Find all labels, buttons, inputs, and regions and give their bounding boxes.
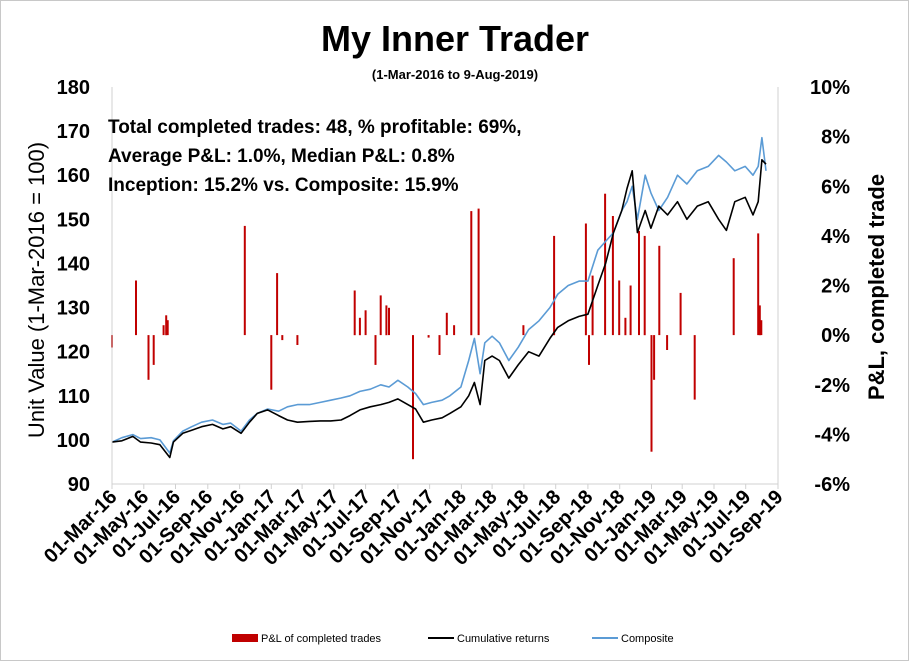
pnl-bar-19 <box>412 335 414 460</box>
y-right-tick-label: -4% <box>814 424 850 446</box>
y-left-tick-label: 90 <box>68 474 90 496</box>
series-line-cumulative-returns <box>111 159 767 459</box>
axes <box>111 87 779 485</box>
pnl-bar-6 <box>166 320 169 336</box>
y-right-tick-label: 4% <box>821 226 850 248</box>
y-left-axis-label: Unit Value (1-Mar-2016 = 100) <box>24 142 49 438</box>
pnl-bar-17 <box>385 305 388 336</box>
pnl-bar-33 <box>618 280 621 336</box>
pnl-bar-8 <box>270 335 273 390</box>
pnl-bar-24 <box>470 211 473 336</box>
y-right-tick-label: -2% <box>814 375 850 397</box>
pnl-bar-11 <box>296 335 299 345</box>
y-left-tick-label: 130 <box>57 298 90 320</box>
y-right-tick-label: 6% <box>821 176 850 198</box>
annotation-line-2: Average P&L: 1.0%, Median P&L: 0.8% <box>108 146 455 167</box>
y-right-tick-label: 0% <box>821 325 850 347</box>
pnl-bar-36 <box>638 230 640 336</box>
y-left-tick-label: 160 <box>57 165 90 187</box>
pnl-bar-14 <box>364 310 367 336</box>
y-left-tick-label: 140 <box>57 253 90 275</box>
pnl-bar-7 <box>243 225 246 336</box>
pnl-bar-23 <box>453 325 456 336</box>
pnl-bar-35 <box>629 285 632 336</box>
pnl-bar-12 <box>353 290 356 336</box>
pnl-bar-18 <box>388 307 390 336</box>
pnl-bar-44 <box>732 258 735 336</box>
pnl-bar-20 <box>427 335 430 338</box>
series-line-composite <box>111 136 767 454</box>
pnl-bar-34 <box>624 317 627 336</box>
y-right-tick-label: 8% <box>821 127 850 149</box>
annotation-line-3: Inception: 15.2% vs. Composite: 15.9% <box>108 175 459 196</box>
pnl-bar-43 <box>693 335 696 400</box>
pnl-bar-10 <box>281 335 284 341</box>
pnl-bar-46 <box>758 305 761 336</box>
pnl-bar-42 <box>679 292 682 336</box>
pnl-bar-2 <box>147 335 150 380</box>
chart-title: My Inner Trader <box>321 18 589 59</box>
pnl-bar-28 <box>584 223 587 336</box>
pnl-bar-45 <box>757 233 760 336</box>
y-left-tick-label: 150 <box>57 209 90 231</box>
chart-subtitle: (1-Mar-2016 to 9-Aug-2019) <box>372 67 538 82</box>
pnl-bar-39 <box>653 335 656 380</box>
y-left-tick-label: 120 <box>57 342 90 364</box>
legend: P&L of completed trades Cumulative retur… <box>232 633 674 645</box>
x-ticks: 01-Mar-1601-May-1601-Jul-1601-Sep-1601-N… <box>40 484 788 570</box>
pnl-bars <box>111 193 763 460</box>
pnl-bar-29 <box>588 335 590 365</box>
pnl-bar-9 <box>276 273 279 336</box>
y-left-tick-label: 170 <box>57 121 90 143</box>
pnl-bar-26 <box>522 325 525 336</box>
legend-label-pnl: P&L of completed trades <box>261 633 382 645</box>
pnl-bar-16 <box>379 295 382 336</box>
legend-label-cumulative: Cumulative returns <box>457 633 550 645</box>
pnl-bar-30 <box>591 275 594 336</box>
y-right-ticks: -6% -4% -2% 0% 2% 4% 6% 8% 10% <box>810 77 850 496</box>
y-left-tick-label: 180 <box>57 77 90 99</box>
annotation-line-1: Total completed trades: 48, % profitable… <box>108 117 522 138</box>
y-left-tick-label: 110 <box>58 386 90 408</box>
pnl-bar-32 <box>611 216 614 336</box>
pnl-bar-41 <box>666 335 669 350</box>
y-right-axis-label: P&L, completed trade <box>864 174 889 400</box>
y-left-ticks: 90 100 110 120 130 140 150 160 170 180 <box>57 77 90 496</box>
pnl-bar-27 <box>553 235 556 336</box>
pnl-bar-15 <box>374 335 377 365</box>
pnl-bar-38 <box>650 335 653 452</box>
pnl-bar-4 <box>162 325 165 336</box>
y-right-tick-label: 2% <box>821 276 850 298</box>
y-right-tick-label: -6% <box>814 474 850 496</box>
pnl-bar-40 <box>658 245 661 336</box>
pnl-bar-3 <box>152 335 155 365</box>
pnl-bar-37 <box>643 235 646 336</box>
pnl-bar-21 <box>438 335 441 355</box>
pnl-bar-25 <box>477 208 480 336</box>
pnl-bar-22 <box>445 312 448 336</box>
y-right-tick-label: 10% <box>810 77 850 99</box>
pnl-bar-47 <box>760 320 763 336</box>
pnl-bar-1 <box>135 280 137 336</box>
pnl-bar-5 <box>165 315 168 336</box>
pnl-bar-13 <box>358 317 361 336</box>
series-lines <box>111 136 767 459</box>
y-left-tick-label: 100 <box>57 430 90 452</box>
legend-swatch-pnl <box>232 634 258 642</box>
legend-label-composite: Composite <box>621 633 674 645</box>
